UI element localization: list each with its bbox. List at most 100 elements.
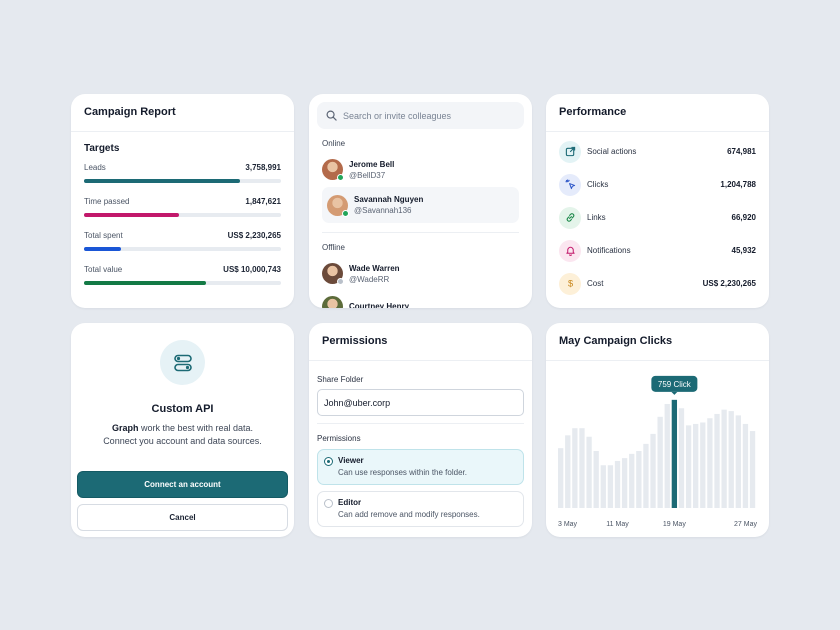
custom-api-description: Graph work the best with real data. Conn… bbox=[103, 423, 262, 446]
bar[interactable] bbox=[643, 443, 649, 509]
share-folder-input[interactable]: John@uber.corp bbox=[317, 389, 524, 416]
colleague-name: Courtney Henry bbox=[349, 302, 410, 308]
bar[interactable] bbox=[693, 423, 699, 508]
colleague-item[interactable]: Savannah Nguyen @Savannah136 bbox=[322, 187, 519, 223]
performance-row: Notifications 45,932 bbox=[546, 234, 769, 267]
progress-track bbox=[84, 179, 281, 183]
bar[interactable] bbox=[714, 413, 720, 508]
colleague-item[interactable]: Jerome Bell @BellD37 bbox=[309, 153, 532, 186]
metric-label: Total value bbox=[84, 265, 123, 274]
bar[interactable] bbox=[629, 453, 635, 508]
permissions-card: Permissions Share Folder John@uber.corp … bbox=[309, 323, 532, 537]
tooltip-pointer bbox=[671, 391, 678, 395]
bar[interactable] bbox=[728, 411, 734, 508]
avatar bbox=[322, 296, 343, 308]
bar[interactable] bbox=[572, 428, 578, 508]
connect-account-button[interactable]: Connect an account bbox=[77, 471, 288, 498]
colleague-item[interactable]: Courtney Henry bbox=[309, 290, 532, 308]
colleagues-card: Search or invite colleagues Online Jerom… bbox=[309, 94, 532, 308]
link-icon bbox=[559, 206, 581, 229]
campaign-report-card: Campaign Report Targets Leads 3,758,991 Ti… bbox=[71, 94, 294, 308]
chart-title: May Campaign Clicks bbox=[546, 323, 769, 361]
bar[interactable] bbox=[678, 408, 685, 508]
bar[interactable] bbox=[650, 433, 656, 508]
option-text: Viewer Can use responses within the folde… bbox=[338, 456, 467, 484]
bar[interactable] bbox=[735, 415, 741, 509]
permission-option-viewer[interactable]: Viewer Can use responses within the folde… bbox=[317, 449, 524, 485]
search-input[interactable]: Search or invite colleagues bbox=[317, 102, 524, 129]
divider bbox=[322, 232, 519, 233]
radio-button[interactable] bbox=[324, 457, 333, 466]
cancel-button[interactable]: Cancel bbox=[77, 504, 288, 531]
option-description: Can add remove and modify responses. bbox=[338, 510, 480, 519]
bar[interactable] bbox=[593, 451, 599, 508]
performance-card: Performance Social actions 674,981 Clicks 1… bbox=[546, 94, 769, 308]
colleague-name: Jerome Bell bbox=[349, 159, 395, 169]
option-title: Viewer bbox=[338, 456, 364, 465]
performance-value: 66,920 bbox=[731, 213, 756, 222]
search-icon bbox=[326, 110, 337, 121]
metric-row: Total value US$ 10,000,743 bbox=[84, 265, 281, 274]
tooltip-label: 759 Click bbox=[658, 380, 692, 389]
divider bbox=[317, 423, 524, 424]
bar[interactable] bbox=[749, 431, 756, 508]
bar[interactable] bbox=[614, 460, 621, 508]
bar[interactable] bbox=[579, 428, 585, 508]
online-label: Online bbox=[322, 139, 346, 148]
bar[interactable] bbox=[685, 425, 692, 508]
performance-row: $ Cost US$ 2,230,265 bbox=[546, 267, 769, 300]
dollar-icon: $ bbox=[559, 272, 581, 295]
online-status-icon bbox=[342, 209, 349, 217]
colleague-item[interactable]: Wade Warren @WadeRR bbox=[309, 257, 532, 290]
performance-value: 1,204,788 bbox=[720, 180, 756, 189]
progress-track bbox=[84, 281, 281, 285]
metric-row: Time passed 1,847,621 bbox=[84, 197, 281, 206]
permission-option-editor[interactable]: Editor Can add remove and modify response… bbox=[317, 491, 524, 527]
avatar bbox=[322, 263, 344, 285]
bar[interactable] bbox=[742, 423, 749, 508]
option-title: Editor bbox=[338, 498, 362, 507]
x-tick-label: 19 May bbox=[663, 521, 686, 528]
bar[interactable] bbox=[600, 465, 606, 508]
share-icon bbox=[559, 140, 581, 163]
metric-total-value: Total value US$ 10,000,743 bbox=[71, 265, 294, 299]
colleague-handle: @Savannah136 bbox=[354, 206, 412, 215]
performance-value: 45,932 bbox=[731, 246, 756, 255]
x-tick-label: 11 May bbox=[606, 521, 629, 528]
option-description: Can use responses within the folder. bbox=[338, 468, 467, 477]
bar[interactable] bbox=[721, 409, 727, 508]
progress-track bbox=[84, 247, 281, 251]
bar[interactable] bbox=[607, 465, 614, 508]
offline-label: Offline bbox=[322, 243, 345, 252]
metric-leads: Leads 3,758,991 bbox=[71, 163, 294, 197]
metric-label: Time passed bbox=[84, 197, 130, 206]
colleague-handle: @BellD37 bbox=[349, 170, 386, 180]
performance-row: Links 66,920 bbox=[546, 201, 769, 234]
colleague-info: Wade Warren @WadeRR bbox=[349, 264, 400, 284]
bar[interactable] bbox=[621, 458, 628, 509]
toggle-settings-icon bbox=[160, 340, 205, 385]
bar[interactable] bbox=[558, 448, 564, 508]
bar[interactable] bbox=[586, 436, 592, 508]
metric-value: 3,758,991 bbox=[245, 163, 281, 172]
online-status-icon bbox=[337, 174, 344, 181]
bar[interactable] bbox=[657, 416, 663, 508]
performance-title: Performance bbox=[546, 94, 769, 132]
performance-label: Links bbox=[587, 213, 606, 222]
bar[interactable] bbox=[565, 435, 571, 508]
highlighted-bar[interactable] bbox=[671, 399, 678, 508]
colleague-handle: @WadeRR bbox=[349, 274, 390, 284]
share-folder-label: Share Folder bbox=[317, 375, 364, 384]
bar[interactable] bbox=[636, 451, 642, 508]
custom-api-card: Custom API Graph work the best with real… bbox=[71, 323, 294, 537]
progress-track bbox=[84, 213, 281, 217]
metric-value: US$ 10,000,743 bbox=[223, 265, 281, 274]
metric-label: Total spent bbox=[84, 231, 123, 240]
x-tick-label: 27 May bbox=[734, 521, 757, 528]
bar[interactable] bbox=[707, 418, 713, 508]
bar[interactable] bbox=[664, 403, 670, 508]
radio-button[interactable] bbox=[324, 499, 333, 508]
avatar bbox=[327, 194, 349, 217]
campaign-clicks-chart-card: May Campaign Clicks 759 Click 3 May 11 May… bbox=[546, 323, 769, 537]
bar[interactable] bbox=[700, 422, 706, 509]
